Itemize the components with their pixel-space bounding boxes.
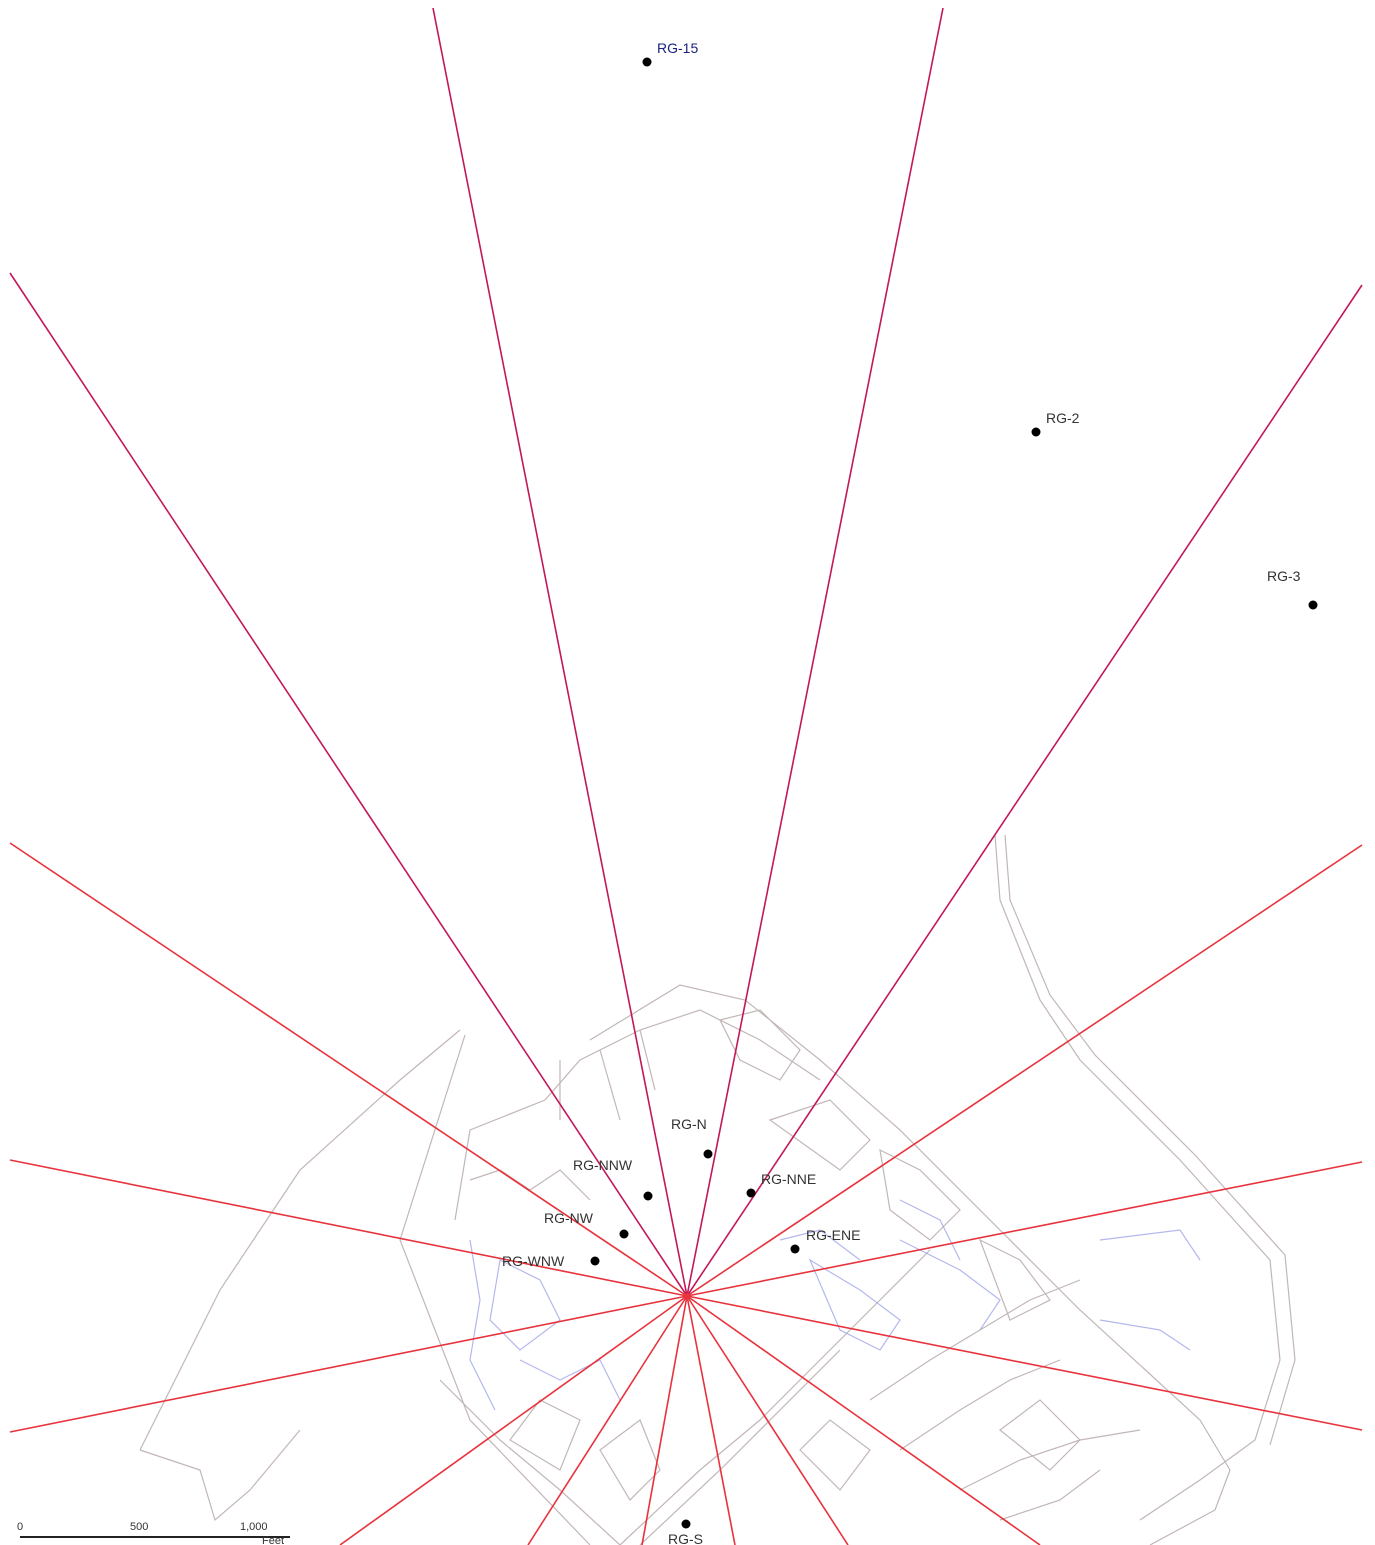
sector-ray xyxy=(686,1295,1041,1545)
gauge-label: RG-S xyxy=(668,1531,703,1545)
gauge-rg-n[interactable]: RG-N xyxy=(671,1116,713,1159)
sector-ray xyxy=(9,842,688,1297)
sector-ray xyxy=(686,7,944,1297)
sector-ray xyxy=(686,1295,736,1545)
gauge-marker xyxy=(746,1188,756,1198)
gauge-label: RG-ENE xyxy=(806,1227,860,1243)
gauge-marker xyxy=(590,1256,600,1266)
gauge-rg-nnw[interactable]: RG-NNW xyxy=(573,1157,653,1201)
sector-ray xyxy=(686,1161,1363,1297)
scale-tick-0: 0 xyxy=(17,1521,23,1533)
gauge-label: RG-3 xyxy=(1267,568,1301,584)
rain-gauges: RG-15 RG-2 RG-3 RG-N RG-NNW RG-NNE RG-NW xyxy=(502,40,1318,1545)
gauge-rg-3[interactable]: RG-3 xyxy=(1267,568,1318,610)
sector-ray xyxy=(9,272,688,1297)
gauge-marker xyxy=(703,1149,713,1159)
gauge-marker xyxy=(1031,427,1041,437)
gauge-label: RG-2 xyxy=(1046,410,1080,426)
gauge-marker xyxy=(643,1191,653,1201)
gauge-marker xyxy=(1308,600,1318,610)
ray-origin xyxy=(684,1293,690,1299)
gauge-rg-nne[interactable]: RG-NNE xyxy=(746,1171,817,1198)
gauge-label: RG-WNW xyxy=(502,1253,565,1269)
gauge-marker xyxy=(681,1519,691,1529)
gauge-rg-2[interactable]: RG-2 xyxy=(1031,410,1080,437)
site-plan xyxy=(139,834,1296,1545)
gauge-marker xyxy=(619,1229,629,1239)
gauge-label: RG-NNW xyxy=(573,1157,633,1173)
gauge-marker xyxy=(790,1244,800,1254)
gauge-label: RG-NNE xyxy=(761,1171,816,1187)
sector-ray xyxy=(686,1295,849,1545)
sector-ray xyxy=(686,844,1363,1297)
gauge-label: RG-NW xyxy=(544,1210,594,1226)
sector-ray xyxy=(432,7,688,1297)
sector-rays xyxy=(9,7,1363,1545)
scale-unit: Feet xyxy=(262,1535,284,1545)
sector-ray xyxy=(686,1295,1363,1431)
gauge-rg-15[interactable]: RG-15 xyxy=(642,40,699,67)
gauge-rg-s[interactable]: RG-S xyxy=(668,1519,703,1545)
gauge-label: RG-15 xyxy=(657,40,698,56)
sector-ray xyxy=(527,1295,688,1545)
sector-ray xyxy=(641,1295,688,1545)
sector-ray xyxy=(9,1295,688,1433)
gauge-rg-wnw[interactable]: RG-WNW xyxy=(502,1253,600,1269)
gauge-rg-nw[interactable]: RG-NW xyxy=(544,1210,629,1239)
scale-tick-500: 500 xyxy=(130,1521,148,1533)
gauge-rg-ene[interactable]: RG-ENE xyxy=(790,1227,861,1254)
sector-ray xyxy=(9,1159,688,1297)
scale-bar: 0 500 1,000 Feet xyxy=(17,1521,290,1545)
scale-tick-1000: 1,000 xyxy=(240,1521,268,1533)
gauge-marker xyxy=(642,57,652,67)
sector-ray xyxy=(339,1295,688,1545)
sector-ray xyxy=(686,284,1363,1297)
gauge-label: RG-N xyxy=(671,1116,707,1132)
